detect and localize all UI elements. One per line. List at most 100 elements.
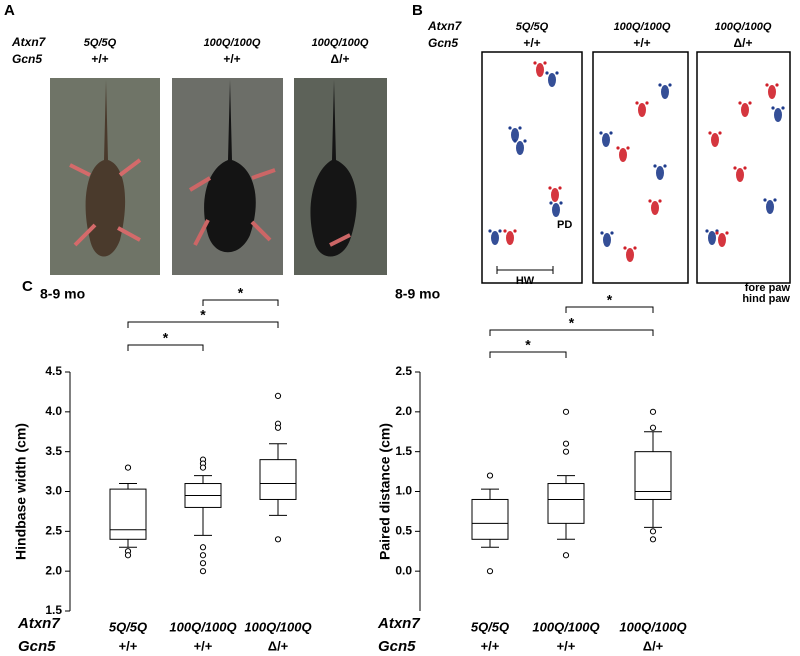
y-tick-label: 4.0: [45, 404, 62, 418]
outlier: [649, 528, 657, 535]
toe: [705, 229, 709, 233]
toe: [781, 106, 785, 110]
x-tick-label: 100Q/100Q: [169, 619, 236, 634]
significance-bracket: [489, 351, 567, 358]
footprint: [768, 85, 776, 99]
box: [109, 488, 147, 540]
x-tick-label: 100Q/100Q: [244, 619, 311, 634]
toe: [600, 231, 604, 235]
mouse: [85, 80, 126, 257]
footprint: [656, 166, 664, 180]
significance-label: *: [238, 285, 244, 301]
outlier: [199, 544, 207, 551]
column-genotype: 100Q/100Q: [312, 37, 369, 49]
footprint: [548, 73, 556, 87]
column-genotype: Δ/+: [734, 36, 753, 50]
toe: [633, 246, 637, 250]
significance-bracket: [565, 306, 654, 313]
row-label: Atxn7: [427, 19, 463, 33]
footprints: [488, 61, 785, 262]
toe: [559, 201, 563, 205]
y-tick-label: 1.0: [395, 484, 412, 498]
outlier: [649, 536, 657, 543]
footprint: [626, 248, 634, 262]
column-genotype: 5Q/5Q: [84, 37, 117, 49]
panel-label: C: [22, 278, 33, 295]
footprint: [766, 200, 774, 214]
y-tick-label: 4.5: [45, 364, 62, 378]
row-label: Atxn7: [377, 615, 420, 632]
outlier: [199, 568, 207, 575]
y-tick-label: 0.5: [395, 524, 412, 538]
paws: [329, 233, 351, 247]
outlier: [199, 464, 207, 471]
toe: [518, 126, 522, 130]
toe: [708, 131, 712, 135]
y-tick-label: 2.0: [395, 404, 412, 418]
column-genotype: 100Q/100Q: [204, 37, 261, 49]
outlier: [274, 536, 282, 543]
toe: [610, 231, 614, 235]
outlier: [124, 552, 132, 559]
hw-label: HW: [516, 275, 535, 287]
footprint: [603, 233, 611, 247]
box: [259, 459, 297, 500]
chart-title: 8-9 mo: [40, 286, 85, 302]
toe: [738, 101, 742, 105]
footprint: [774, 108, 782, 122]
toe: [626, 146, 630, 150]
box: [634, 451, 672, 500]
x-tick-label: 100Q/100Q: [619, 619, 686, 634]
paws: [69, 158, 142, 247]
row-label: Atxn7: [11, 35, 47, 49]
mouse: [310, 80, 357, 257]
row-label: Gcn5: [378, 638, 416, 655]
outlier: [199, 552, 207, 559]
footprint: [711, 133, 719, 147]
toe: [548, 186, 552, 190]
x-tick-label: +/+: [119, 638, 138, 653]
column-genotype: Δ/+: [331, 52, 350, 66]
toe: [748, 101, 752, 105]
column-genotype: +/+: [91, 52, 108, 66]
outlier: [486, 472, 494, 479]
significance-bracket: [127, 344, 204, 351]
footprint: [536, 63, 544, 77]
toe: [648, 199, 652, 203]
footprint: [516, 141, 524, 155]
outlier: [274, 424, 282, 431]
footprint: [552, 203, 560, 217]
toe: [645, 101, 649, 105]
toe: [558, 186, 562, 190]
x-tick-label: +/+: [557, 638, 576, 653]
significance-bracket: [127, 321, 279, 328]
x-tick-label: +/+: [481, 638, 500, 653]
significance-label: *: [163, 330, 169, 346]
outlier: [124, 464, 132, 471]
column-genotype: 100Q/100Q: [715, 21, 772, 33]
x-tick-label: Δ/+: [268, 638, 289, 653]
y-tick-label: 0.0: [395, 563, 412, 577]
toe: [733, 166, 737, 170]
toe: [635, 101, 639, 105]
toe: [765, 83, 769, 87]
toe: [599, 131, 603, 135]
toe: [763, 198, 767, 202]
y-tick-label: 1.5: [395, 444, 412, 458]
footprint: [551, 188, 559, 202]
outlier: [562, 408, 570, 415]
row-label: Atxn7: [17, 615, 60, 632]
toe: [533, 61, 537, 65]
toe: [555, 71, 559, 75]
row-label: Gcn5: [18, 638, 56, 655]
significance-bracket: [489, 329, 654, 336]
column-genotype: +/+: [633, 36, 650, 50]
significance-label: *: [569, 315, 575, 331]
footprint: [651, 201, 659, 215]
toe: [488, 229, 492, 233]
y-tick-label: 2.5: [45, 524, 62, 538]
toe: [513, 139, 517, 143]
panel-label: A: [4, 2, 15, 19]
column-genotype: +/+: [523, 36, 540, 50]
paws: [188, 168, 276, 246]
